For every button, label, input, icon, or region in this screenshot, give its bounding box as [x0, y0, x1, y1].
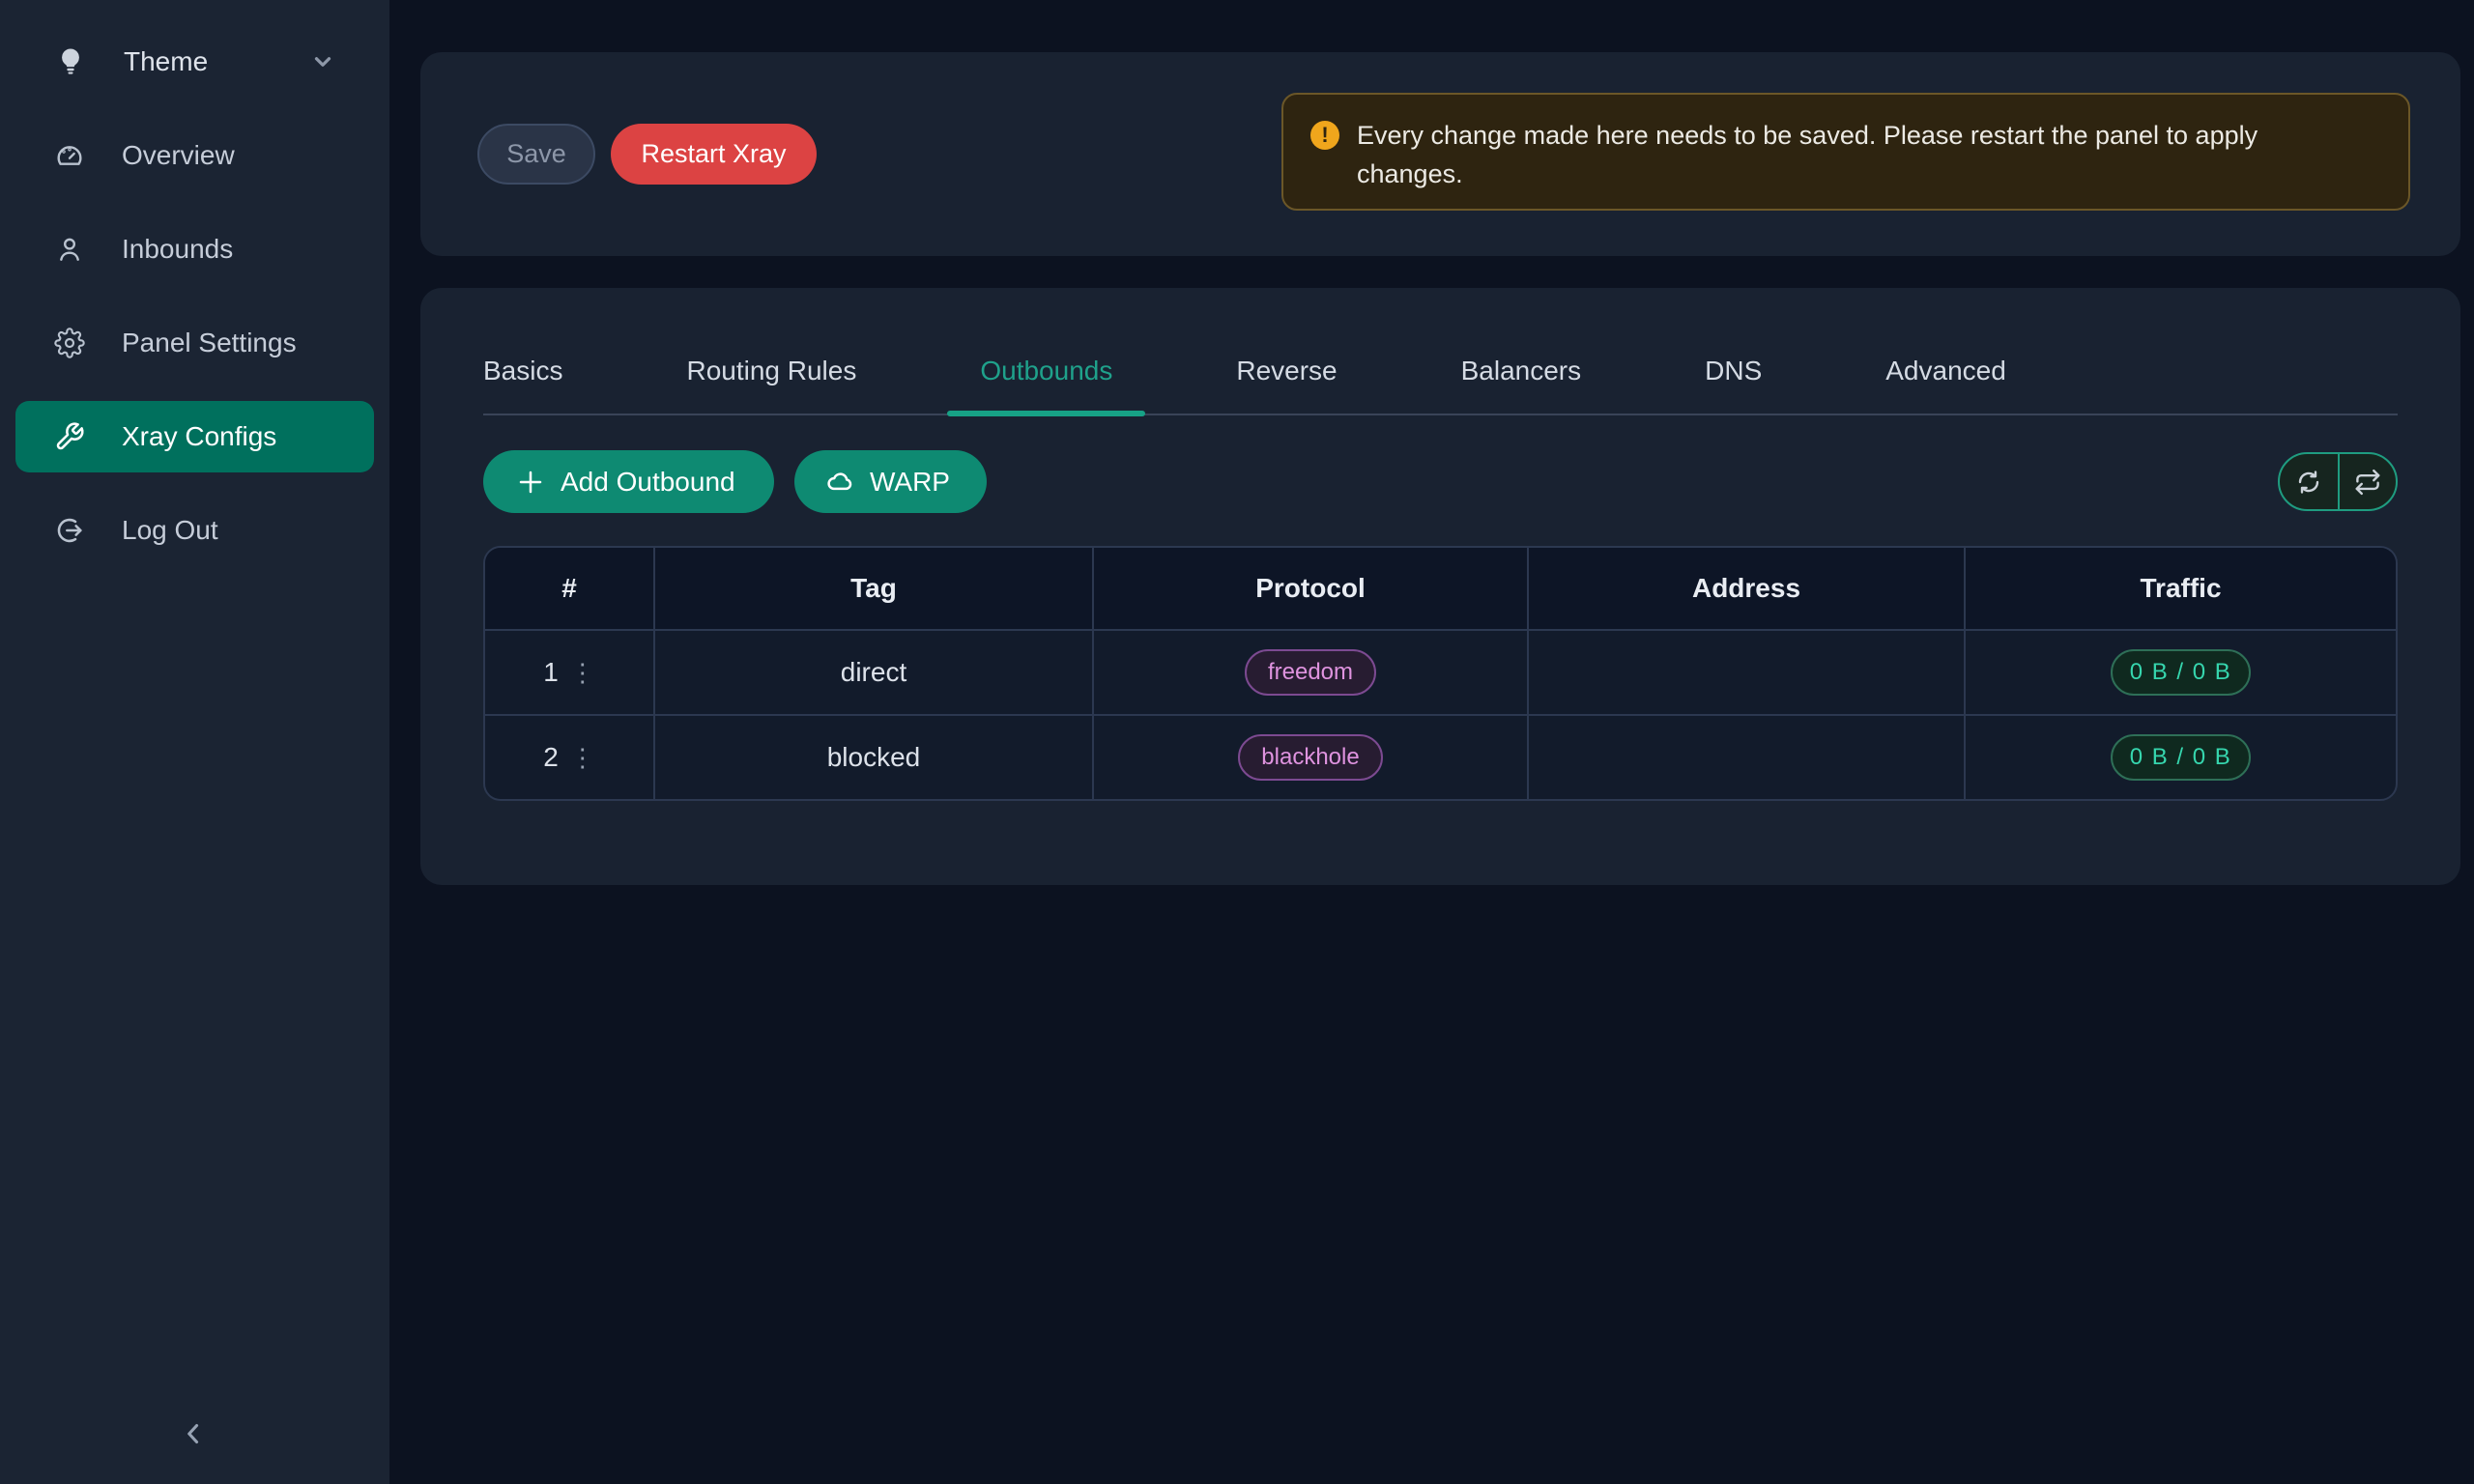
row-address — [1529, 631, 1966, 714]
column-header-protocol: Protocol — [1094, 548, 1529, 629]
chevron-left-icon — [187, 1423, 199, 1444]
tab-basics[interactable]: Basics — [483, 356, 563, 385]
sidebar-item-label: Panel Settings — [122, 328, 297, 357]
plus-icon — [516, 468, 545, 497]
row-menu-icon[interactable]: ⋮ — [569, 743, 595, 772]
table-row: 1 ⋮ direct freedom 0 B / 0 B — [485, 629, 2396, 714]
save-button[interactable]: Save — [477, 124, 595, 185]
warp-label: WARP — [870, 466, 950, 497]
sidebar-item-panel-settings[interactable]: Panel Settings — [15, 307, 374, 379]
restart-xray-button[interactable]: Restart Xray — [611, 124, 817, 185]
exclamation-circle-icon: ! — [1310, 121, 1339, 150]
actions-card: Save Restart Xray ! Every change made he… — [420, 52, 2460, 256]
sidebar-item-inbounds[interactable]: Inbounds — [15, 214, 374, 285]
sidebar-item-overview[interactable]: Overview — [15, 120, 374, 191]
reload-traffic-button[interactable] — [2338, 454, 2396, 509]
sidebar-item-log-out[interactable]: Log Out — [15, 495, 374, 566]
outbounds-actions-row: Add Outbound WARP — [483, 450, 2398, 513]
add-outbound-label: Add Outbound — [561, 466, 735, 497]
row-tag: direct — [655, 631, 1094, 714]
warning-alert: ! Every change made here needs to be sav… — [1281, 93, 2410, 211]
tab-advanced[interactable]: Advanced — [1885, 356, 2006, 385]
logout-icon — [54, 515, 85, 546]
refresh-button[interactable] — [2280, 454, 2338, 509]
theme-selector[interactable]: Theme — [0, 31, 389, 93]
row-tag: blocked — [655, 716, 1094, 799]
table-header-row: # Tag Protocol Address Traffic — [485, 548, 2396, 629]
row-address — [1529, 716, 1966, 799]
sidebar-item-label: Overview — [122, 140, 235, 170]
sidebar-nav: Overview Inbounds Panel Settings Xray Co… — [0, 120, 389, 566]
config-tabs: Basics Routing Rules Outbounds Reverse B… — [483, 288, 2398, 416]
sync-icon — [2298, 470, 2319, 494]
column-header-index: # — [485, 548, 655, 629]
sidebar-item-label: Inbounds — [122, 234, 234, 264]
gear-icon — [54, 328, 85, 358]
traffic-badge: 0 B / 0 B — [2110, 734, 2252, 781]
tab-balancers[interactable]: Balancers — [1460, 356, 1582, 385]
sidebar: Theme Overview Inbounds Panel Settings — [0, 0, 389, 1484]
column-header-address: Address — [1529, 548, 1966, 629]
chevron-down-icon — [310, 49, 335, 74]
xray-configs-card: Basics Routing Rules Outbounds Reverse B… — [420, 288, 2460, 885]
table-refresh-group — [2278, 452, 2398, 511]
sidebar-item-label: Log Out — [122, 515, 218, 545]
tab-outbounds[interactable]: Outbounds — [947, 356, 1146, 416]
column-header-tag: Tag — [655, 548, 1094, 629]
row-menu-icon[interactable]: ⋮ — [569, 658, 595, 687]
dashboard-icon — [54, 140, 85, 171]
table-row: 2 ⋮ blocked blackhole 0 B / 0 B — [485, 714, 2396, 799]
lightbulb-icon — [54, 45, 87, 78]
warp-button[interactable]: WARP — [794, 450, 987, 513]
protocol-badge: freedom — [1244, 649, 1377, 696]
sidebar-item-xray-configs[interactable]: Xray Configs — [15, 401, 374, 472]
outbounds-table: # Tag Protocol Address Traffic 1 ⋮ direc… — [483, 546, 2398, 801]
sidebar-collapse-button[interactable] — [166, 1407, 220, 1461]
wrench-icon — [54, 421, 85, 452]
user-icon — [54, 234, 85, 265]
tab-routing-rules[interactable]: Routing Rules — [686, 356, 857, 385]
traffic-badge: 0 B / 0 B — [2110, 649, 2252, 696]
tab-reverse[interactable]: Reverse — [1236, 356, 1338, 385]
warning-alert-text: Every change made here needs to be saved… — [1357, 121, 2258, 188]
sidebar-item-label: Xray Configs — [122, 421, 277, 451]
cloud-icon — [825, 468, 854, 497]
row-index: 1 — [543, 657, 559, 687]
row-index: 2 — [543, 742, 559, 772]
theme-label: Theme — [124, 46, 209, 76]
add-outbound-button[interactable]: Add Outbound — [483, 450, 774, 513]
tab-dns[interactable]: DNS — [1705, 356, 1763, 385]
protocol-badge: blackhole — [1238, 734, 1383, 781]
repeat-icon — [2355, 469, 2380, 495]
column-header-traffic: Traffic — [2140, 573, 2222, 603]
